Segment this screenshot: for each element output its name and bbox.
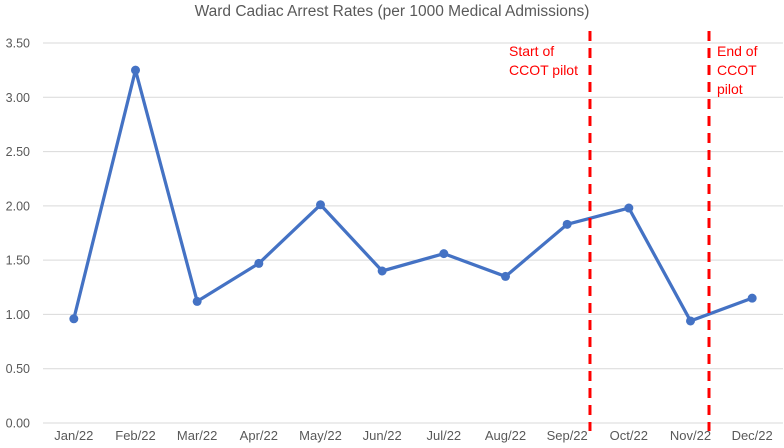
- x-axis-tick-label: Jun/22: [363, 428, 402, 443]
- y-axis-tick-label: 0.00: [6, 417, 30, 431]
- x-axis-tick-label: Mar/22: [177, 428, 217, 443]
- data-point-marker[interactable]: [131, 65, 140, 75]
- x-axis-tick-label: Sep/22: [547, 428, 588, 443]
- x-axis-tick-label: Feb/22: [115, 428, 155, 443]
- data-point-marker[interactable]: [624, 203, 634, 213]
- x-axis-tick-label: Jan/22: [54, 428, 93, 443]
- data-point-marker[interactable]: [377, 266, 387, 276]
- data-point-marker[interactable]: [316, 200, 325, 210]
- annotation-start-of-ccot-pilot: Start of CCOT pilot: [509, 43, 578, 78]
- y-axis-tick-label: 3.50: [6, 37, 30, 51]
- data-point-marker[interactable]: [501, 271, 510, 281]
- y-axis-tick-label: 1.50: [6, 254, 30, 268]
- y-axis-tick-label: 2.00: [6, 199, 30, 213]
- y-axis-tick-label: 0.50: [6, 362, 30, 376]
- annotation-end-of-ccot-pilot: End of CCOT pilot: [717, 43, 758, 97]
- data-point-marker[interactable]: [562, 219, 572, 229]
- x-axis-tick-label: Jul/22: [426, 428, 461, 443]
- data-point-marker[interactable]: [686, 316, 695, 326]
- x-axis-tick-label: Dec/22: [732, 428, 773, 443]
- x-axis-tick-label: Aug/22: [485, 428, 526, 443]
- y-axis-tick-label: 3.00: [6, 91, 30, 105]
- data-point-marker[interactable]: [747, 293, 757, 303]
- data-point-marker[interactable]: [192, 296, 202, 306]
- x-axis-tick-label: Oct/22: [610, 428, 648, 443]
- data-series-line: [72, 68, 754, 323]
- data-point-marker[interactable]: [439, 249, 449, 259]
- y-axis-tick-label: 2.50: [6, 145, 30, 159]
- x-axis-tick-label: May/22: [299, 428, 342, 443]
- x-axis-tick-label: Nov/22: [670, 428, 711, 443]
- x-axis-tick-label: Apr/22: [240, 428, 278, 443]
- chart-title: Ward Cadiac Arrest Rates (per 1000 Medic…: [194, 3, 590, 20]
- data-point-marker[interactable]: [254, 258, 264, 268]
- y-axis-tick-label: 1.00: [6, 308, 30, 322]
- data-point-marker[interactable]: [69, 314, 79, 324]
